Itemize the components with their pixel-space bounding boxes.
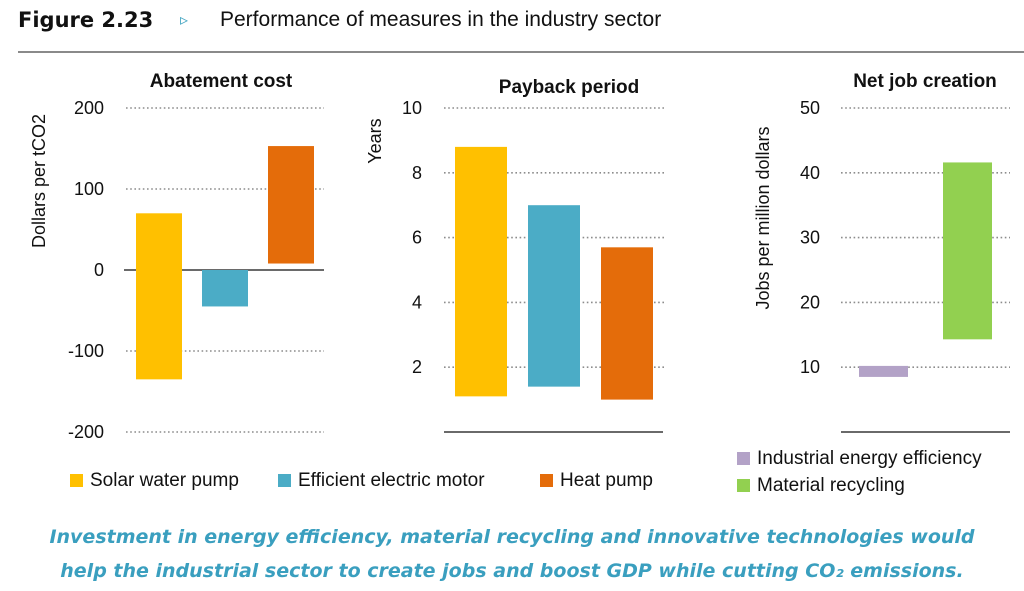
- legend-item-material-recycling: Material recycling: [737, 475, 905, 497]
- panel-title-payback: Payback period: [499, 77, 639, 98]
- bar-industrial-energy-efficiency: [859, 365, 908, 377]
- legend-item-industrial-energy-efficiency: Industrial energy efficiency: [737, 448, 982, 470]
- legend-swatch: [540, 474, 553, 487]
- y-tick-label: 10: [402, 98, 422, 118]
- panel-title-abatement: Abatement cost: [150, 71, 293, 92]
- figure-title: Performance of measures in the industry …: [220, 8, 662, 31]
- y-tick-label: 30: [800, 228, 820, 248]
- y-tick-label: 6: [412, 228, 422, 248]
- legend-item-solar-water-pump: Solar water pump: [70, 470, 239, 492]
- legend-label: Industrial energy efficiency: [757, 448, 982, 469]
- ylabel-payback: Years: [365, 118, 385, 163]
- y-tick-label: -100: [68, 341, 104, 361]
- y-tick-label: 100: [74, 179, 104, 199]
- legend-item-efficient-electric-motor: Efficient electric motor: [278, 470, 485, 492]
- caption-line-2: help the industrial sector to create job…: [60, 560, 964, 582]
- bar-solar-water-pump: [455, 146, 507, 397]
- triangle-arrow-icon: ▹: [180, 10, 189, 29]
- y-tick-label: 2: [412, 357, 422, 377]
- legend-swatch: [737, 479, 750, 492]
- figure-header: Figure 2.23 ▹ Performance of measures in…: [18, 6, 1018, 40]
- bar-heat-pump: [268, 146, 314, 264]
- figure-number: Figure 2.23: [18, 8, 154, 32]
- y-tick-label: 10: [800, 357, 820, 377]
- y-tick-label: 40: [800, 163, 820, 183]
- panel-abatement-cost: Abatement cost Dollars per tCO2 200 100 0 -…: [29, 71, 324, 442]
- ylabel-abatement: Dollars per tCO2: [29, 114, 49, 248]
- y-tick-label: 20: [800, 292, 820, 312]
- y-tick-label: 0: [94, 260, 104, 280]
- legend-item-heat-pump: Heat pump: [540, 470, 653, 492]
- bar-material-recycling: [943, 162, 992, 340]
- header-divider: [18, 51, 1024, 53]
- bar-solar-water-pump: [136, 213, 182, 380]
- panel-title-jobs: Net job creation: [853, 71, 997, 92]
- legend-label: Heat pump: [560, 470, 653, 491]
- panel-net-job-creation: Net job creation Jobs per million dollar…: [753, 71, 1010, 433]
- legend-swatch: [737, 452, 750, 465]
- caption-line-1: Investment in energy efficiency, materia…: [49, 526, 975, 548]
- y-tick-label: 200: [74, 98, 104, 118]
- panel-payback-period: Payback period Years 10 8 6 4 2: [365, 77, 664, 433]
- bar-efficient-electric-motor: [202, 270, 248, 307]
- legend-label: Solar water pump: [90, 470, 239, 491]
- legend-label: Efficient electric motor: [298, 470, 485, 491]
- bar-heat-pump: [601, 247, 653, 400]
- y-tick-label: 4: [412, 292, 422, 312]
- y-tick-label: -200: [68, 422, 104, 442]
- y-tick-label: 8: [412, 163, 422, 183]
- legend-label: Material recycling: [757, 475, 905, 496]
- legend-swatch: [70, 474, 83, 487]
- legend-swatch: [278, 474, 291, 487]
- ylabel-jobs: Jobs per million dollars: [753, 126, 773, 309]
- bar-efficient-electric-motor: [528, 205, 580, 387]
- y-tick-label: 50: [800, 98, 820, 118]
